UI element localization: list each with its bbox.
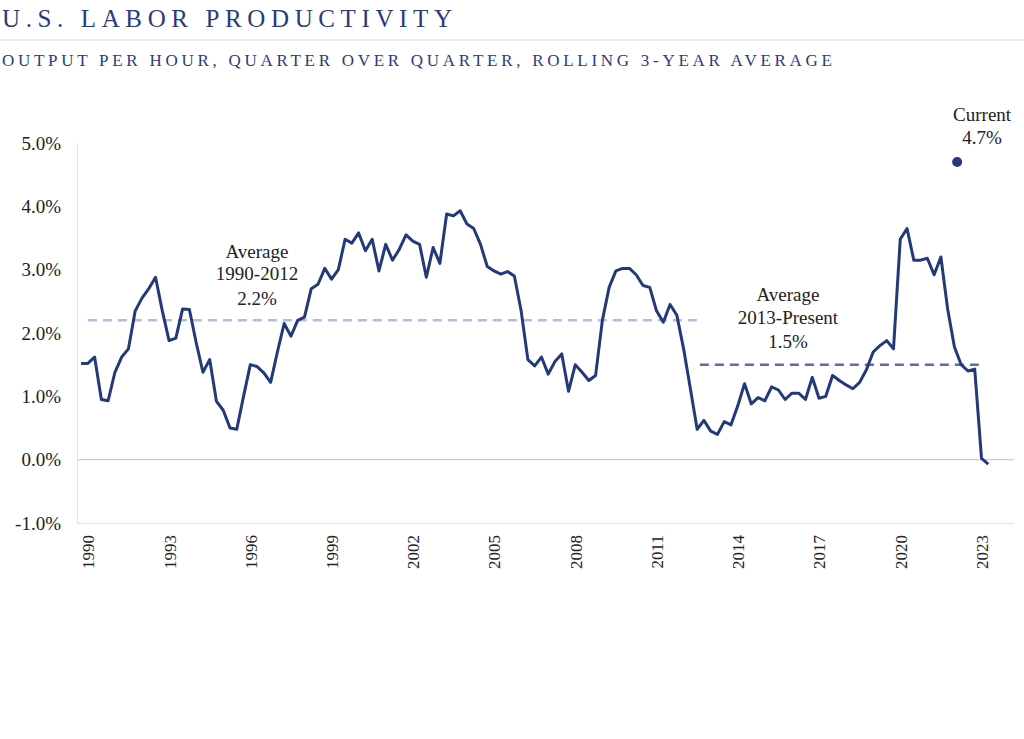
x-tick-label: 2023 bbox=[973, 535, 992, 569]
annotation: 2.2% bbox=[237, 288, 277, 309]
x-tick-label: 2011 bbox=[648, 535, 667, 568]
y-tick: 4.0% bbox=[21, 196, 77, 217]
title: U.S. LABOR PRODUCTIVITY bbox=[2, 5, 452, 32]
x-tick-label: 1996 bbox=[242, 535, 261, 569]
y-tick: 1.0% bbox=[21, 386, 77, 407]
annotation: Average bbox=[226, 241, 289, 262]
y-tick-label: 2.0% bbox=[21, 323, 61, 344]
y-tick-label: 0.0% bbox=[21, 449, 61, 470]
y-axis-line bbox=[77, 144, 78, 524]
x-tick-label: 1993 bbox=[161, 535, 180, 569]
x-tick: 2011 bbox=[648, 523, 667, 568]
y-tick: 2.0% bbox=[21, 323, 77, 344]
x-tick: 2017 bbox=[810, 523, 829, 569]
x-tick-label: 2020 bbox=[892, 535, 911, 569]
x-axis: 1990 1993 1996 1999 2002 2005 2008 2011 2014 2017… bbox=[78, 523, 1015, 569]
y-tick: 0.0% bbox=[21, 449, 77, 470]
annotation: 1.5% bbox=[768, 331, 808, 352]
x-tick: 2008 bbox=[567, 523, 586, 569]
productivity-line bbox=[81, 211, 988, 464]
y-axis: -1.0% 0.0% 1.0% 2.0% 3.0% 4.0% 5.0% bbox=[15, 133, 77, 534]
x-tick-label: 2008 bbox=[567, 535, 586, 569]
y-tick-label: 3.0% bbox=[21, 259, 61, 280]
x-tick: 2020 bbox=[892, 523, 911, 569]
annotation: 1990-2012 bbox=[216, 263, 298, 284]
x-tick: 1996 bbox=[242, 523, 261, 569]
x-tick: 1999 bbox=[323, 523, 342, 569]
chart: U.S. LABOR PRODUCTIVITY OUTPUT PER HOUR, … bbox=[0, 0, 1024, 739]
average-line bbox=[700, 363, 984, 366]
title-rule bbox=[0, 40, 1024, 41]
annotation: 2013-Present bbox=[738, 307, 839, 328]
x-tick: 1993 bbox=[161, 523, 180, 569]
point-name: Current bbox=[953, 104, 1012, 125]
zero-line bbox=[77, 459, 1014, 460]
y-tick-label: 4.0% bbox=[21, 196, 61, 217]
y-tick-label: -1.0% bbox=[15, 513, 61, 534]
x-tick-label: 2014 bbox=[729, 535, 748, 570]
y-tick-label: 1.0% bbox=[21, 386, 61, 407]
x-tick: 2005 bbox=[485, 523, 504, 569]
x-tick-label: 1990 bbox=[79, 535, 98, 569]
plot-area bbox=[81, 157, 988, 464]
x-axis-line bbox=[78, 523, 1015, 524]
subtitle: OUTPUT PER HOUR, QUARTER OVER QUARTER, R… bbox=[2, 51, 832, 70]
annotations: Average1990-20122.2%Average2013-Present1… bbox=[216, 241, 839, 352]
y-tick: 3.0% bbox=[21, 259, 77, 280]
current-point bbox=[952, 157, 962, 167]
x-tick-label: 2017 bbox=[810, 535, 829, 570]
x-tick: 2023 bbox=[973, 523, 992, 569]
x-tick-label: 2002 bbox=[404, 535, 423, 569]
point-label: 4.7% bbox=[962, 127, 1002, 148]
y-tick: -1.0% bbox=[15, 513, 77, 534]
data-labels: Current4.7% bbox=[953, 104, 1012, 148]
x-tick: 2014 bbox=[729, 523, 748, 569]
background bbox=[0, 0, 1024, 739]
y-tick: 5.0% bbox=[21, 133, 77, 154]
annotation: Average bbox=[757, 284, 820, 305]
x-tick: 1990 bbox=[79, 523, 98, 569]
y-tick-label: 5.0% bbox=[21, 133, 61, 154]
x-tick-label: 2005 bbox=[485, 535, 504, 569]
x-tick-label: 1999 bbox=[323, 535, 342, 569]
x-tick: 2002 bbox=[404, 523, 423, 569]
